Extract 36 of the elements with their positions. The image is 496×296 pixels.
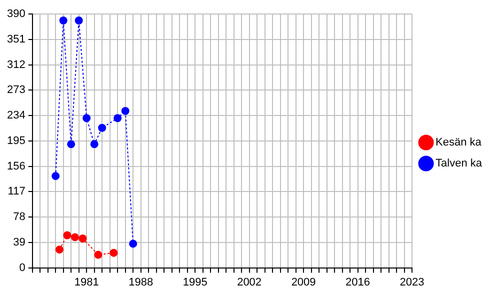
legend-label: Kesän ka [436,136,482,149]
point [67,140,76,148]
point [90,140,98,148]
point [98,124,106,132]
point [63,231,72,240]
point [78,234,87,243]
x-tick-label: 2023 [400,276,424,288]
point [82,114,91,122]
x-tick-label: 2002 [237,276,262,288]
legend-label: Talven ka [436,158,483,170]
y-tick-label: 234 [6,110,26,122]
x-tick-label: 1981 [74,276,99,288]
y-tick-label: 351 [6,33,26,46]
point [121,106,130,115]
point [74,16,83,25]
point [110,248,118,257]
x-tick-label: 2009 [291,276,316,288]
y-tick-label: 312 [6,58,26,71]
x-tick-label: 1988 [128,276,154,288]
y-tick-label: 195 [6,134,26,147]
y-tick-label: 273 [6,84,26,96]
y-tick-label: 0 [19,262,26,274]
y-tick-label: 156 [6,160,26,172]
x-tick-label: 2016 [346,276,370,288]
point [70,233,79,242]
point [52,172,60,180]
x-tick-label: 1995 [182,276,208,288]
y-tick-label: 390 [6,8,26,20]
y-tick-label: 39 [13,236,26,248]
point [129,240,138,248]
point [59,16,68,25]
point [94,250,102,259]
y-tick-label: 117 [8,186,26,198]
point [114,114,122,122]
point [55,246,64,254]
y-tick-label: 78 [13,211,26,224]
